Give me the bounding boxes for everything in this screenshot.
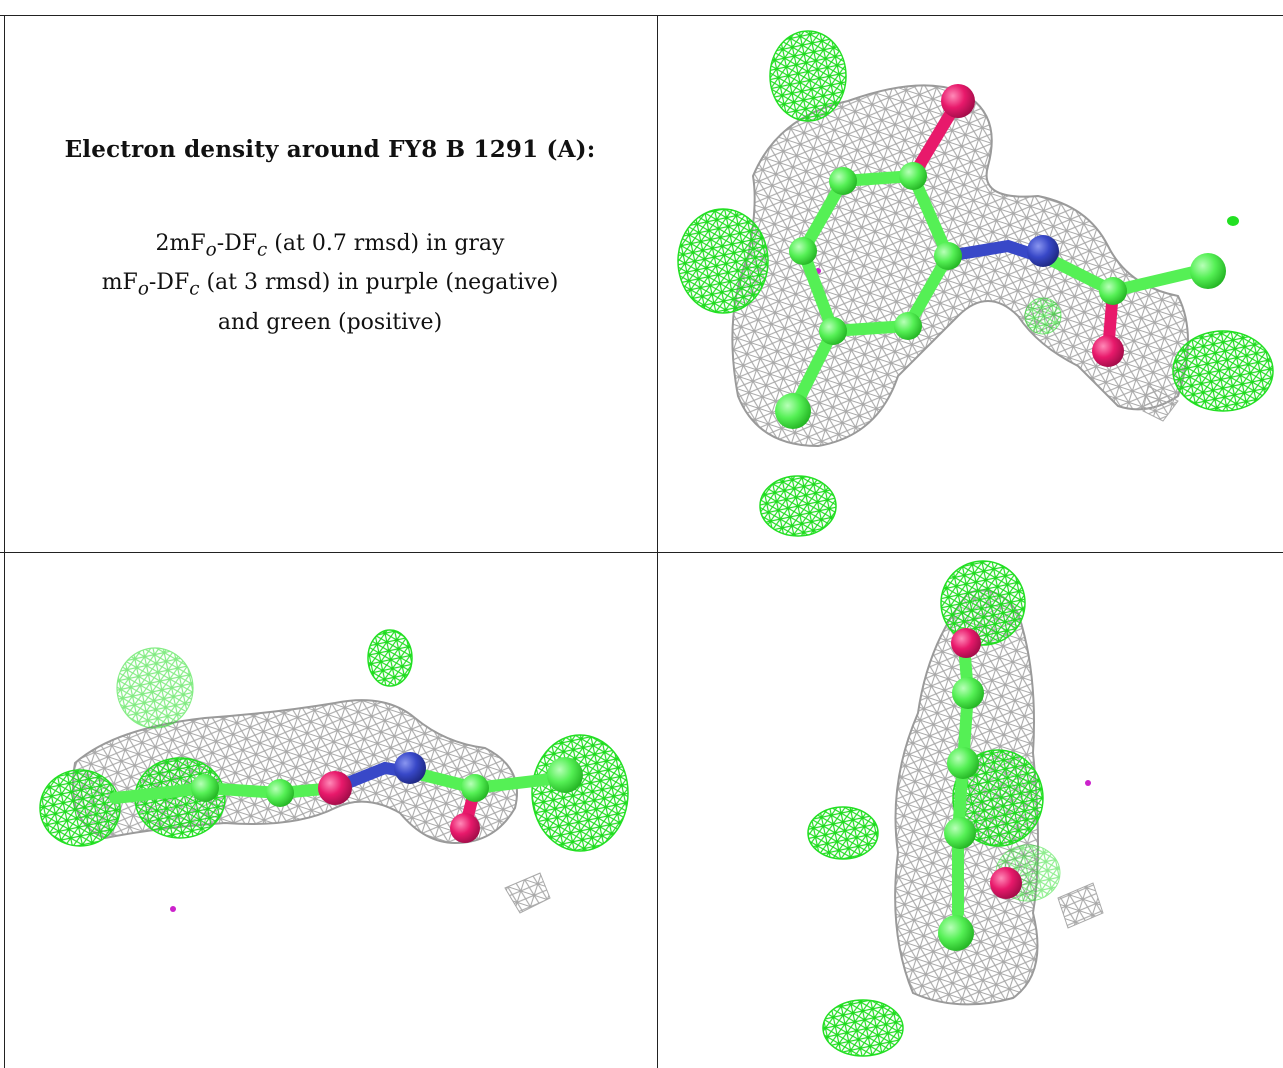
carbon-atom [952, 677, 984, 709]
carbon-atom [819, 317, 847, 345]
green-density-blob [531, 734, 629, 852]
green-density-blob [1227, 216, 1239, 226]
oxygen-atom [941, 84, 975, 118]
green-density-blob [952, 749, 1044, 847]
carbon-atom [775, 393, 811, 429]
density-panel-top-right [658, 16, 1283, 552]
oxygen-atom [1092, 335, 1124, 367]
gray-density-fragment [504, 872, 551, 914]
carbon-atom [547, 757, 583, 793]
carbon-atom [789, 237, 817, 265]
density-view-bottom-right [807, 560, 1104, 1057]
legend-description: (at 0.7 rmsd) in gray [267, 231, 505, 256]
green-density-blob [1024, 297, 1062, 335]
negative-density-speck [170, 906, 176, 912]
legend-subscript: o [205, 239, 217, 261]
ligand-atoms [191, 752, 583, 843]
carbon-atom [1099, 277, 1127, 305]
map-legend: 2mFo-DFc (at 0.7 rmsd) in gray mFo-DFc (… [102, 227, 559, 339]
top-border [0, 15, 1283, 16]
density-view-bottom-left [39, 629, 629, 914]
ligand-atoms [938, 628, 1022, 951]
green-density-blob [116, 647, 194, 729]
oxygen-atom [990, 867, 1022, 899]
legend-subscript: o [137, 278, 149, 300]
legend-term: -DF [148, 270, 190, 296]
carbon-atom [944, 817, 976, 849]
green-density-blob [822, 999, 904, 1057]
legend-term: -DF [216, 231, 258, 256]
center-divider [657, 15, 658, 1068]
carbon-atom [947, 747, 979, 779]
carbon-atom [191, 774, 219, 802]
green-density-blob [1172, 330, 1274, 412]
oxygen-atom [318, 771, 352, 805]
carbon-atom [934, 242, 962, 270]
density-view-top-right [677, 30, 1274, 537]
legend-line-colors: and green (positive) [217, 309, 443, 335]
legend-description: (at 3 rmsd) in purple (negative) [199, 270, 559, 296]
carbon-atom [899, 162, 927, 190]
green-density-blob [940, 560, 1026, 646]
green-density-blob [759, 475, 837, 537]
legend-subscript: c [189, 278, 200, 300]
nitrogen-atom [394, 752, 426, 784]
carbon-atom [894, 312, 922, 340]
negative-density-speck [1085, 780, 1091, 786]
legend-line-fo-fc: mFo-DFc (at 3 rmsd) in purple (negative) [102, 266, 559, 305]
gray-density-fragment [1142, 385, 1179, 422]
carbon-atom [266, 779, 294, 807]
density-panel-bottom-left [5, 553, 657, 1068]
middle-divider [0, 552, 1283, 553]
figure-title: Electron density around FY8 B 1291 (A): [64, 136, 596, 163]
green-density-blob [39, 769, 121, 847]
carbon-atom [461, 774, 489, 802]
green-density-blob [769, 30, 847, 122]
nitrogen-atom [1027, 235, 1059, 267]
green-density-blob [677, 208, 769, 314]
ligand-atoms [775, 84, 1226, 429]
caption-cell: Electron density around FY8 B 1291 (A): … [4, 16, 656, 552]
legend-term: 2mF [155, 231, 206, 256]
oxygen-atom [450, 813, 480, 843]
oxygen-atom [951, 628, 981, 658]
legend-term: mF [101, 270, 138, 296]
carbon-atom [938, 915, 974, 951]
green-density-blob [367, 629, 413, 687]
carbon-atom [829, 167, 857, 195]
green-density-blob [807, 806, 879, 860]
density-panel-bottom-right [658, 553, 1283, 1068]
gray-density-fragment [1057, 882, 1104, 929]
legend-subscript: c [257, 239, 268, 261]
left-border [4, 15, 5, 1068]
carbon-atom [1190, 253, 1226, 289]
legend-line-2fo-fc: 2mFo-DFc (at 0.7 rmsd) in gray [102, 227, 559, 266]
